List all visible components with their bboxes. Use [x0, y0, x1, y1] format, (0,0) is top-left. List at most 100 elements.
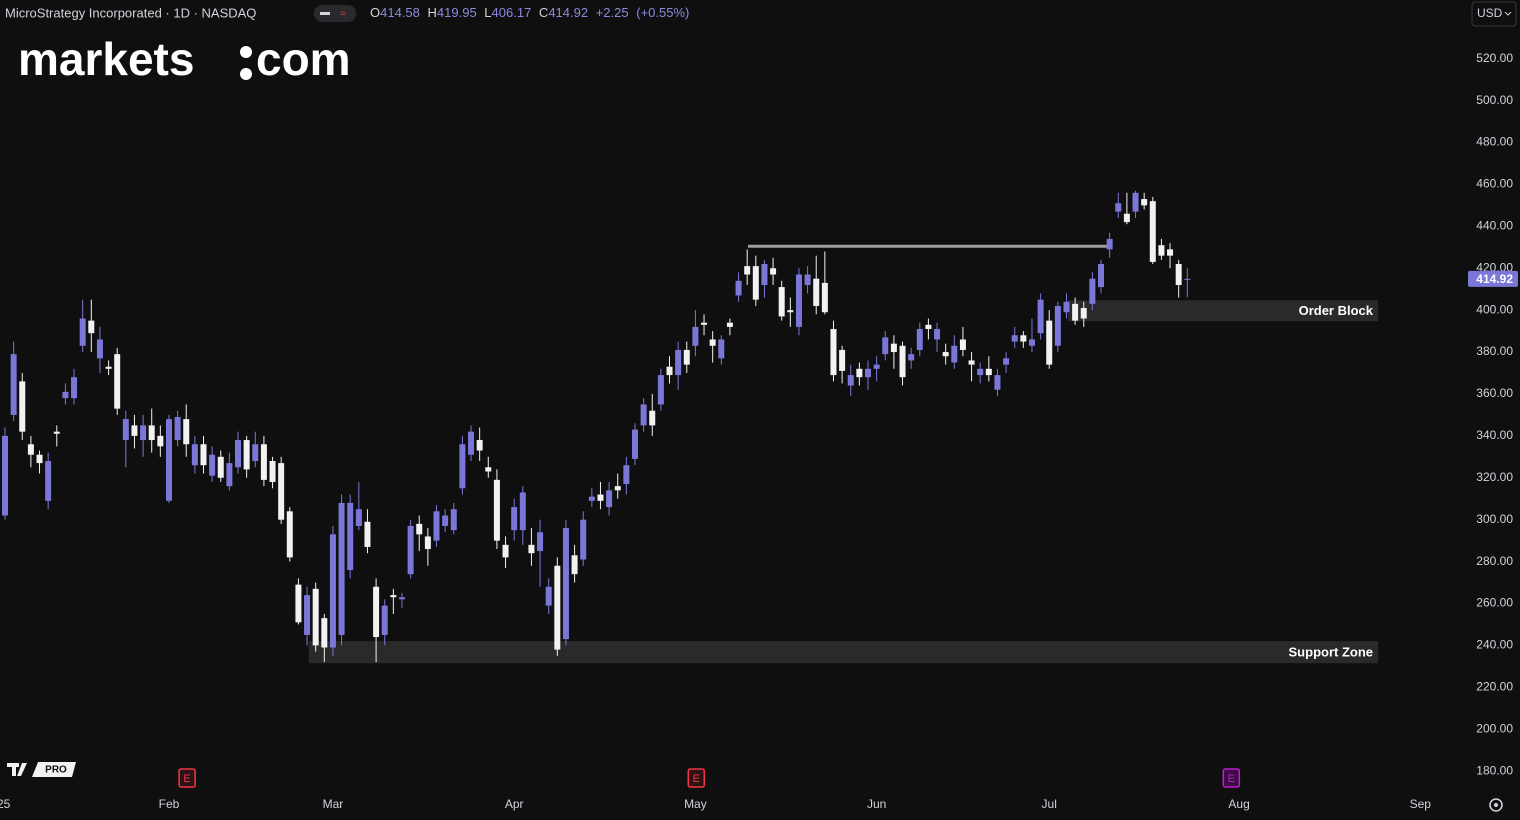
candle-body [209, 454, 216, 476]
y-tick-label: 200.00 [1476, 721, 1513, 735]
settings[interactable] [1489, 798, 1503, 812]
toggle-icon [320, 12, 330, 15]
candle-body [899, 345, 906, 378]
candle-body [19, 381, 26, 432]
candle-body [88, 320, 95, 334]
y-tick-label: 360.00 [1476, 386, 1513, 400]
candle-body [735, 280, 742, 296]
candle-body [856, 368, 863, 378]
candle-body [537, 532, 544, 552]
candle-body [442, 515, 449, 526]
candle-body [269, 461, 276, 482]
candle-body [252, 444, 259, 462]
earnings-label: E [183, 773, 190, 785]
tv-shape [17, 763, 27, 776]
candle-body [934, 328, 941, 340]
earnings-marker [687, 768, 706, 788]
change-pct: (+0.55%) [636, 5, 689, 20]
candle-body [994, 375, 1001, 390]
candle-body [942, 352, 949, 357]
candle-body [450, 509, 457, 531]
gear [1494, 803, 1498, 807]
candle-body [1037, 299, 1044, 334]
zone-label: Support Zone [1289, 645, 1374, 660]
candle-body [830, 328, 837, 376]
candle-body [692, 326, 699, 346]
candle-body [1011, 335, 1018, 342]
candle-body [640, 404, 647, 426]
candle-body [666, 366, 673, 376]
change: +2.25 [596, 5, 629, 20]
candle-body [1046, 320, 1053, 365]
candle-body [959, 339, 966, 350]
candle-body [726, 322, 733, 327]
candle-body [355, 509, 362, 526]
candle-body [131, 425, 138, 436]
x-tick-label: Aug [1228, 797, 1249, 811]
candle-body [701, 322, 708, 325]
candle-body [105, 366, 112, 369]
logo-left: markets [18, 33, 194, 85]
candle-body [1080, 308, 1087, 319]
candle-body [71, 377, 78, 399]
candle-body [485, 467, 492, 472]
candle-body [709, 339, 716, 346]
candle-body [329, 534, 336, 648]
chevron [1504, 11, 1512, 16]
candle-body [977, 368, 984, 376]
candle-body [1132, 192, 1139, 212]
currency-button[interactable] [1471, 1, 1517, 27]
earnings-label: E [1228, 773, 1235, 785]
candle-body [295, 584, 302, 623]
earnings-marker [178, 768, 196, 788]
candle-body [312, 588, 319, 646]
zone-label: Order Block [1299, 303, 1374, 318]
candle-body [968, 360, 975, 365]
candle-body [183, 419, 190, 445]
candle-body [165, 419, 172, 501]
candle-body [1115, 203, 1122, 212]
plot: Order Block Support Zone [2, 190, 1379, 664]
candle-body [407, 525, 414, 575]
x-tick-label: 25 [0, 797, 11, 811]
candle-body [554, 565, 561, 650]
candle-body [122, 419, 129, 441]
currency: USD [1477, 6, 1503, 20]
gear[interactable] [1489, 798, 1503, 812]
candle-body [235, 440, 242, 468]
candle-body [813, 278, 820, 306]
candle-body [468, 431, 475, 455]
logo-dot [240, 46, 252, 58]
candle-body [157, 435, 164, 447]
candle-body [580, 519, 587, 560]
candle-body [390, 595, 397, 598]
candle-body [606, 490, 613, 508]
y-tick-label: 400.00 [1476, 302, 1513, 316]
badge-text: PRO [45, 765, 67, 776]
candle-body [597, 494, 604, 501]
candle-body [623, 465, 630, 485]
candle-body [398, 597, 405, 600]
o-label: O [370, 5, 380, 20]
candle-body [174, 417, 181, 441]
candle-body [27, 444, 34, 455]
candle-body [1141, 199, 1148, 206]
candle-body [45, 461, 52, 501]
candle-body [304, 595, 311, 635]
candle-body [562, 528, 569, 640]
candle-body [916, 328, 923, 350]
candle-body [1028, 339, 1035, 346]
candle-body [140, 425, 147, 441]
candle-body [1003, 358, 1010, 365]
y-tick-label: 320.00 [1476, 470, 1513, 484]
h-value: 419.95 [437, 5, 477, 20]
header: MicroStrategy Incorporated · 1D · NASDAQ… [5, 1, 1517, 27]
toggle[interactable] [314, 5, 356, 22]
x-tick-label: Jun [867, 797, 886, 811]
x-tick-label: Apr [505, 797, 524, 811]
candle-body [278, 463, 285, 520]
candle-body [424, 536, 431, 550]
candle-body [804, 274, 811, 285]
candle-body [778, 287, 785, 317]
